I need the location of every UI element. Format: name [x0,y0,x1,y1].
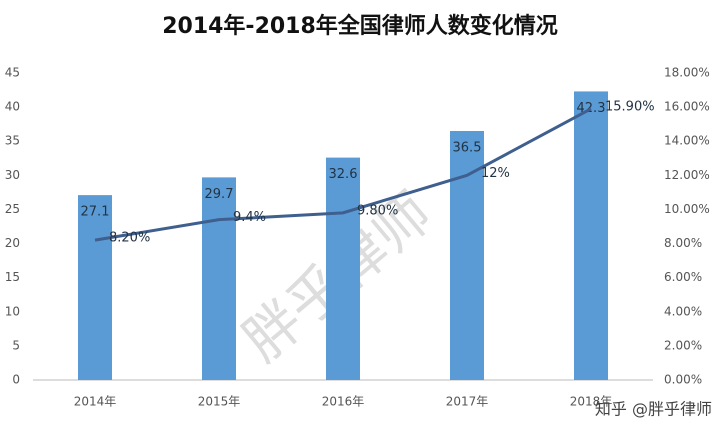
y-tick-label: 35 [5,134,20,148]
line [94,107,592,242]
y2-tick-label: 2.00% [664,338,702,352]
bar-value-label: 36.5 [453,140,482,155]
y-tick-label: 5 [12,338,20,352]
line-value-label: 9.80% [357,203,398,218]
y2-tick-label: 12.00% [664,168,710,182]
y2-tick-label: 0.00% [664,373,702,387]
line-value-label: 12% [481,166,510,181]
line-value-label: 8.20% [109,231,150,246]
y-tick-label: 0 [12,373,20,387]
x-tick-label: 2016年 [322,395,365,409]
bar [202,177,236,380]
y2-tick-label: 18.00% [664,66,710,80]
y2-tick-label: 6.00% [664,270,702,284]
y-tick-label: 10 [5,304,20,318]
y-tick-label: 40 [5,100,20,114]
line-value-label: 9.4% [233,210,266,225]
chart-title: 2014年-2018年全国律师人数变化情况 [162,13,558,39]
y2-tick-label: 8.00% [664,236,702,250]
y2-tick-label: 4.00% [664,304,702,318]
y-tick-label: 20 [5,236,20,250]
y2-tick-label: 10.00% [664,202,710,216]
y-tick-label: 15 [5,270,20,284]
y-tick-label: 45 [5,66,20,80]
y-tick-label: 30 [5,168,20,182]
x-tick-label: 2015年 [198,395,241,409]
bar [326,157,360,380]
x-tick-label: 2017年 [446,395,489,409]
credit: 知乎 @胖乎律师 [595,400,712,419]
line-value-label: 15.90% [605,99,655,114]
x-tick-label: 2014年 [74,395,117,409]
y2-tick-label: 16.00% [664,100,710,114]
bar-value-label: 32.6 [329,167,358,182]
bar [450,130,484,380]
x-tick-label: 2018年 [570,395,613,409]
bar [574,91,608,381]
bar-value-label: 29.7 [205,187,234,202]
y2-tick-label: 14.00% [664,134,710,148]
bar [78,195,112,380]
bar-value-label: 27.1 [81,205,110,220]
y-tick-label: 25 [5,202,20,216]
